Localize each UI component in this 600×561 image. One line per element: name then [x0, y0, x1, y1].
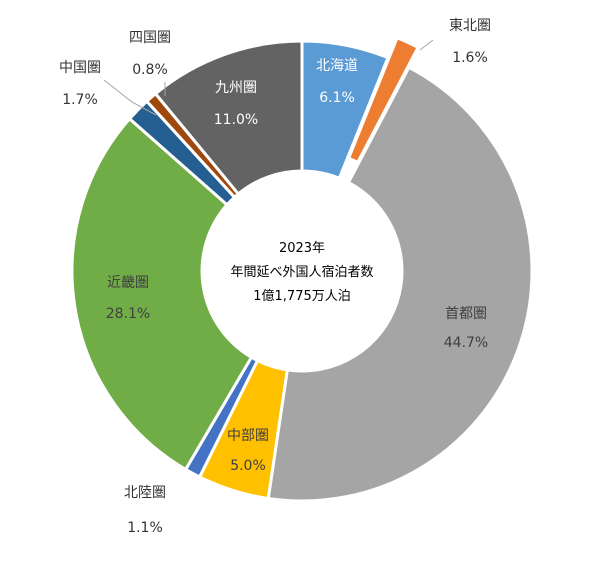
slices-group	[70, 35, 534, 503]
leader-line-東北圏	[419, 39, 434, 51]
category-label-近畿圏: 近畿圏	[107, 275, 149, 291]
value-label-中国圏: 1.7%	[62, 92, 98, 108]
center-text-line-2: 年間延べ外国人宿泊者数	[230, 264, 373, 280]
slice-首都圏	[266, 65, 534, 503]
labels-group: 北海道 6.1% 東北圏 1.6% 首都圏 44.7% 中部圏 5.0% 北陸圏 1.1% 近畿圏 2…	[59, 18, 491, 536]
category-label-北海道: 北海道	[316, 58, 358, 74]
leader-lines-group	[103, 39, 434, 116]
value-label-中部圏: 5.0%	[230, 458, 266, 474]
category-label-九州圏: 九州圏	[215, 80, 257, 96]
value-label-九州圏: 11.0%	[214, 112, 258, 128]
value-label-近畿圏: 28.1%	[106, 306, 150, 322]
leader-line-中国圏	[103, 79, 157, 116]
slice-九州圏	[153, 39, 304, 197]
slice-近畿圏	[70, 116, 254, 472]
category-label-東北圏: 東北圏	[449, 18, 491, 34]
category-label-中国圏: 中国圏	[59, 60, 101, 76]
center-text-line-3: 1億1,775万人泊	[253, 288, 351, 304]
center-text-line-1: 2023年	[279, 241, 325, 256]
category-label-中部圏: 中部圏	[227, 428, 269, 444]
value-label-首都圏: 44.7%	[444, 335, 488, 351]
center-text-group: 2023年 年間延べ外国人宿泊者数 1億1,775万人泊	[230, 241, 373, 304]
value-label-東北圏: 1.6%	[452, 50, 488, 66]
category-label-北陸圏: 北陸圏	[124, 485, 166, 501]
value-label-四国圏: 0.8%	[132, 62, 168, 78]
category-label-首都圏: 首都圏	[445, 306, 487, 322]
category-label-四国圏: 四国圏	[129, 30, 171, 46]
value-label-北海道: 6.1%	[319, 90, 355, 106]
value-label-北陸圏: 1.1%	[127, 520, 163, 536]
